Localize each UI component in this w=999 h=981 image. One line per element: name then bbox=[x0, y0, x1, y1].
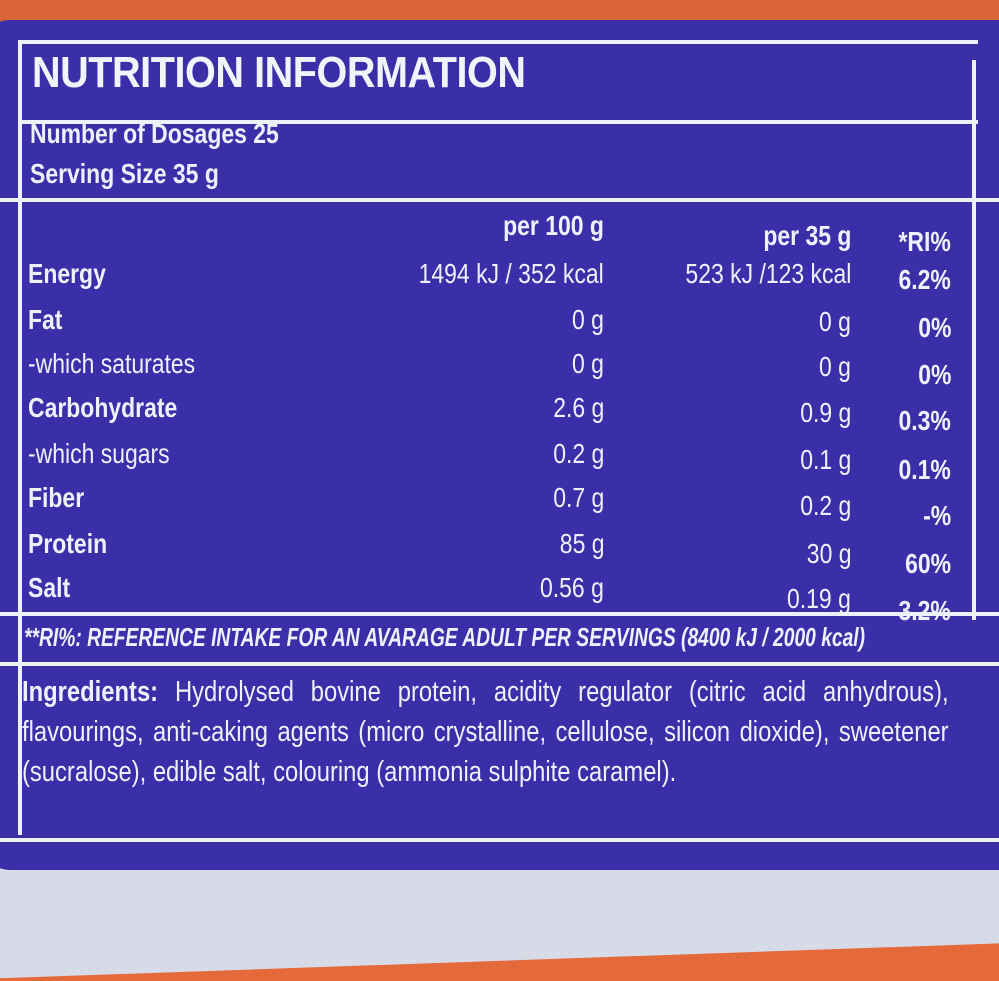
value-per100: 0.7 g bbox=[552, 482, 604, 513]
nutrition-table: NUTRITION INFORMATION Number of Dosages … bbox=[0, 40, 999, 842]
nutrient-label: Carbohydrate bbox=[28, 392, 178, 423]
value-per35: 523 kJ /123 kcal bbox=[685, 258, 851, 289]
value-per100: 0.56 g bbox=[540, 572, 604, 603]
value-ri: 0.1% bbox=[898, 454, 951, 485]
value-per35: 0.1 g bbox=[799, 444, 851, 475]
value-per35: 0.2 g bbox=[799, 490, 851, 521]
table-title: NUTRITION INFORMATION bbox=[32, 48, 526, 97]
value-ri: 0% bbox=[917, 312, 951, 343]
ingredients-block: Ingredients: Hydrolysed bovine protein, … bbox=[22, 672, 949, 792]
serving-size-text: Serving Size 35 g bbox=[30, 158, 219, 189]
nutrient-label: Protein bbox=[28, 528, 108, 559]
value-ri: 6.2% bbox=[898, 264, 951, 295]
nutrient-label: -which saturates bbox=[28, 348, 196, 379]
value-per35: 0.9 g bbox=[799, 397, 851, 428]
value-ri: 60% bbox=[905, 548, 951, 579]
table-right-border bbox=[972, 60, 976, 620]
dosages-text: Number of Dosages 25 bbox=[30, 118, 279, 149]
value-per35: 0.19 g bbox=[787, 583, 851, 614]
table-row: Salt 0.56 g 0.19 g 3.2% bbox=[0, 572, 999, 626]
nutrient-label: -which sugars bbox=[28, 438, 170, 469]
table-row: Protein 85 g 30 g 60% bbox=[0, 528, 999, 579]
value-per35: 30 g bbox=[806, 538, 851, 569]
ingredients-text: Hydrolysed bovine protein, acidity regul… bbox=[22, 676, 949, 788]
reference-note: **RI%: REFERENCE INTAKE FOR AN AVARAGE A… bbox=[24, 622, 866, 652]
table-row: Energy 1494 kJ / 352 kcal 523 kJ /123 kcal… bbox=[0, 258, 999, 302]
value-per100: 0.2 g bbox=[552, 438, 604, 469]
value-per35: 0 g bbox=[819, 306, 851, 337]
value-per100: 1494 kJ / 352 kcal bbox=[418, 258, 604, 289]
nutrient-label: Fat bbox=[28, 304, 63, 335]
value-ri: 3.2% bbox=[898, 595, 951, 626]
header-ri: *RI% bbox=[898, 226, 951, 257]
divider-bottom bbox=[0, 838, 999, 842]
value-ri: 0.3% bbox=[898, 405, 951, 436]
divider-ingredients bbox=[0, 662, 999, 666]
title-bar bbox=[18, 40, 978, 124]
table-row: Fiber 0.7 g 0.2 g -% bbox=[0, 482, 999, 531]
value-ri: 0% bbox=[917, 359, 951, 390]
nutrient-label: Fiber bbox=[28, 482, 85, 513]
table-row: -which sugars 0.2 g 0.1 g 0.1% bbox=[0, 438, 999, 485]
divider-header bbox=[0, 198, 999, 202]
ingredients-label: Ingredients: bbox=[22, 676, 159, 708]
nutrient-label: Salt bbox=[28, 572, 71, 603]
table-left-border bbox=[18, 40, 22, 835]
table-row: Fat 0 g 0 g 0% bbox=[0, 304, 999, 348]
value-per100: 85 g bbox=[559, 528, 604, 559]
value-ri: -% bbox=[922, 500, 951, 531]
table-row: Carbohydrate 2.6 g 0.9 g 0.3% bbox=[0, 392, 999, 436]
header-per100: per 100 g bbox=[503, 210, 604, 241]
table-row: -which saturates 0 g 0 g 0% bbox=[0, 348, 999, 392]
divider-reference bbox=[0, 612, 999, 616]
value-per100: 0 g bbox=[572, 348, 604, 379]
value-per100: 0 g bbox=[572, 304, 604, 335]
label-panel bbox=[0, 20, 999, 870]
value-per100: 2.6 g bbox=[552, 392, 604, 423]
value-per35: 0 g bbox=[819, 351, 851, 382]
header-per35: per 35 g bbox=[762, 220, 851, 251]
nutrient-label: Energy bbox=[28, 258, 106, 289]
